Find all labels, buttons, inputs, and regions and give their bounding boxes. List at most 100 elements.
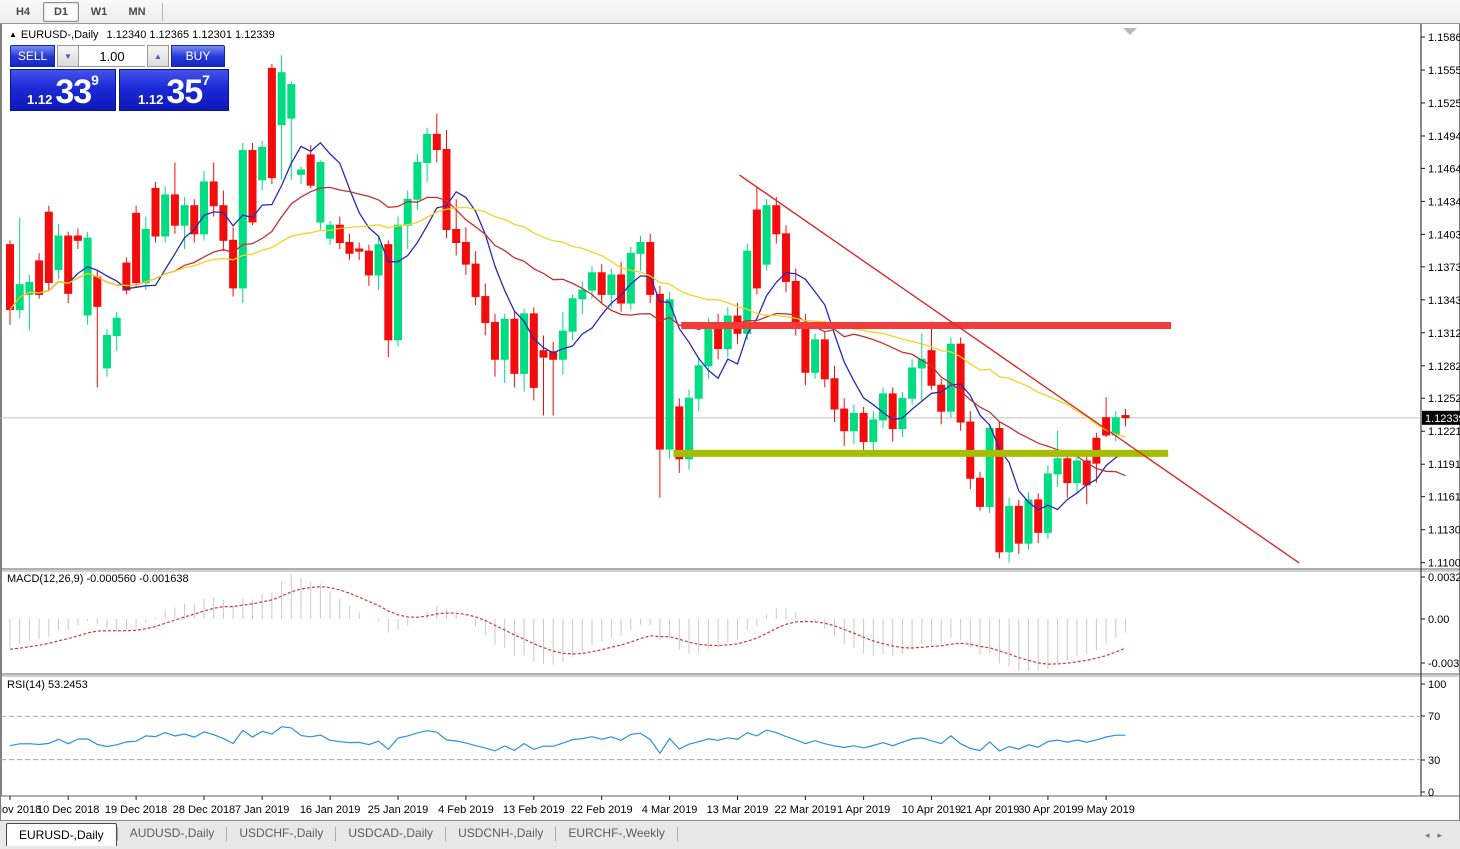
candle (141, 229, 150, 284)
price-tick-label[interactable]: 1.11305 (1428, 525, 1460, 537)
date-tick-label[interactable]: 13 Mar 2019 (707, 804, 769, 816)
date-tick-label[interactable]: 1 Apr 2019 (837, 804, 890, 816)
chart-tab-usdchf-daily[interactable]: USDCHF-,Daily (239, 826, 324, 840)
candle (432, 133, 441, 150)
candle (888, 393, 897, 430)
date-tick-label[interactable]: 22 Mar 2019 (775, 804, 837, 816)
price-tick-label[interactable]: 1.12820 (1428, 361, 1460, 373)
volume-increase-button[interactable]: ▲ (147, 45, 169, 67)
price-tick-label[interactable]: 1.11610 (1428, 492, 1460, 504)
candle (229, 239, 238, 289)
buy-button[interactable]: BUY (171, 45, 225, 67)
candle (859, 412, 868, 442)
candle (549, 351, 558, 360)
descending-trendline[interactable] (739, 174, 1300, 564)
candle (723, 315, 732, 349)
date-tick-label[interactable]: 30 Apr 2019 (1018, 804, 1077, 816)
chart-tab-usdcnh-daily[interactable]: USDCNH-,Daily (458, 826, 544, 840)
price-tick-label[interactable]: 1.14340 (1428, 196, 1460, 208)
candle (840, 408, 849, 432)
date-tick-label[interactable]: 10 Apr 2019 (902, 804, 961, 816)
sell-button[interactable]: SELL (10, 45, 55, 67)
date-tick-label[interactable]: 4 Mar 2019 (642, 804, 698, 816)
macd-tick-label: 0.003287 (1428, 572, 1460, 584)
price-tick-label[interactable]: 1.14945 (1428, 131, 1460, 143)
volume-input[interactable] (79, 45, 145, 67)
tab-scroll-left-icon[interactable]: ◂ (1424, 830, 1438, 840)
price-tick-label[interactable]: 1.11910 (1428, 459, 1460, 471)
candle (452, 229, 461, 243)
price-tick-label[interactable]: 1.15555 (1428, 65, 1460, 77)
chart-tab-usdcad-daily[interactable]: USDCAD-,Daily (348, 826, 434, 840)
candle (917, 358, 926, 369)
price-tick-label[interactable]: 1.14035 (1428, 229, 1460, 241)
timeframe-buttons: H4 D1 W1 MN (4, 1, 156, 22)
timeframe-toolbar: H4 D1 W1 MN (0, 0, 1460, 24)
candle (946, 343, 955, 412)
price-tick-label[interactable]: 1.12520 (1428, 393, 1460, 405)
tab-divider (555, 827, 557, 841)
timeframe-button-w1[interactable]: W1 (90, 5, 108, 18)
candle (985, 428, 994, 507)
candle (685, 397, 693, 460)
scroll-to-end-icon[interactable] (1123, 28, 1137, 35)
candle (180, 205, 189, 226)
date-tick-label[interactable]: 19 Dec 2018 (105, 804, 167, 816)
timeframe-button-h4[interactable]: H4 (15, 5, 31, 18)
chart-tab-eurchf-weekly[interactable]: EURCHF-,Weekly (568, 826, 665, 840)
price-chart-canvas[interactable]: 1.15860 1.15555 1.15250 1.14945 1.14645 1.143… (1, 24, 1460, 820)
date-tick-label[interactable]: 25 Jan 2019 (368, 804, 429, 816)
candle (200, 181, 208, 235)
timeframe-button-mn[interactable]: MN (128, 5, 146, 18)
price-tick-label[interactable]: 1.15250 (1428, 98, 1460, 110)
date-tick-label[interactable]: 16 Jan 2019 (300, 804, 361, 816)
ask-price-panel[interactable]: 1.12 35 7 (119, 69, 229, 111)
chart-tab-eurusd-daily[interactable]: EURUSD-,Daily (6, 823, 117, 846)
candle (73, 235, 82, 241)
volume-decrease-button[interactable]: ▼ (57, 45, 79, 67)
date-tick-label[interactable]: 30 Nov 2018 (1, 804, 41, 816)
bid-price-panel[interactable]: 1.12 33 9 (10, 69, 116, 111)
candle (869, 419, 878, 442)
price-tick-label[interactable]: 1.14645 (1428, 163, 1460, 175)
candle (665, 299, 674, 450)
price-tick-label[interactable]: 1.11000 (1428, 558, 1460, 570)
candle (539, 350, 548, 358)
date-tick-label[interactable]: 7 Jan 2019 (235, 804, 289, 816)
candle (423, 133, 432, 163)
chart-tab-audusd-daily[interactable]: AUDUSD-,Daily (129, 826, 215, 840)
date-tick-label[interactable]: 4 Feb 2019 (438, 804, 494, 816)
date-tick-label[interactable]: 13 Feb 2019 (503, 804, 565, 816)
candle (209, 181, 218, 207)
date-tick-label[interactable]: 9 May 2019 (1077, 804, 1134, 816)
candle (879, 393, 887, 421)
price-tick-label[interactable]: 1.13430 (1428, 295, 1460, 307)
candle (238, 150, 247, 289)
date-tick-label[interactable]: 22 Feb 2019 (571, 804, 633, 816)
candle (578, 289, 587, 300)
candlestick-series (6, 55, 1130, 563)
price-tick-label[interactable]: 1.15860 (1428, 32, 1460, 44)
candle (122, 262, 131, 291)
one-click-trade-panel: SELL ▼ ▲ BUY 1.12 33 9 1.12 35 7 (10, 45, 232, 111)
candle (287, 84, 296, 119)
candle (636, 241, 645, 254)
candle (491, 322, 499, 360)
timeframe-button-d1[interactable]: D1 (43, 1, 79, 22)
candle (520, 313, 529, 374)
candle (782, 233, 790, 282)
price-tick-label[interactable]: 1.13125 (1428, 328, 1460, 340)
price-tick-label[interactable]: 1.12215 (1428, 426, 1460, 438)
candle (35, 260, 44, 295)
tab-scroll-arrows[interactable]: ◂▸ (1425, 830, 1450, 841)
date-tick-label[interactable]: 21 Apr 2019 (960, 804, 1019, 816)
price-tick-label[interactable]: 1.13735 (1428, 262, 1460, 274)
candle (44, 211, 53, 284)
chart-ohlc-values: 1.12340 1.12365 1.12301 1.12339 (106, 29, 275, 41)
date-tick-label[interactable]: 28 Dec 2018 (173, 804, 235, 816)
date-tick-label[interactable]: 10 Dec 2018 (37, 804, 99, 816)
tab-scroll-right-icon[interactable]: ▸ (1437, 830, 1450, 840)
chart-tabs: EURUSD-,Daily AUDUSD-,Daily USDCHF-,Daily U… (6, 823, 678, 846)
ask-prefix: 1.12 (138, 92, 164, 107)
candle (481, 296, 490, 324)
